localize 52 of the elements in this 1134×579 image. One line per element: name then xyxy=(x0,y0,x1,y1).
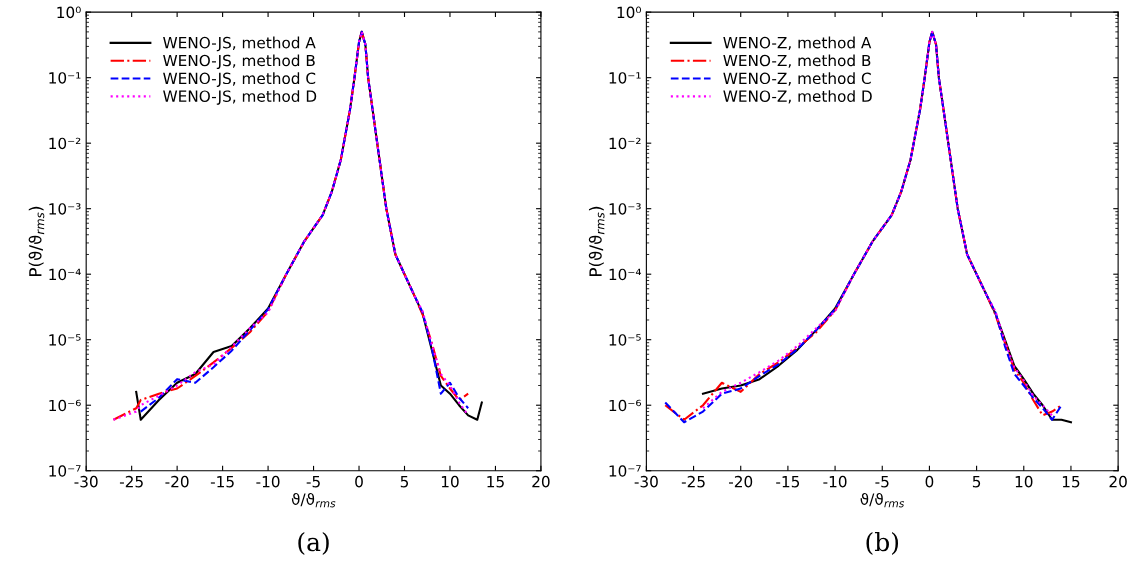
y-tick-label: 10⁻³ xyxy=(609,203,641,215)
y-tick-label: 10⁻¹ xyxy=(609,72,641,84)
x-tick-label: 15 xyxy=(1062,476,1080,488)
text: (a) xyxy=(298,532,329,555)
y-tick-label: 10⁻⁵ xyxy=(609,334,641,346)
y-tick-label: 10⁻⁷ xyxy=(609,465,641,477)
y-axis-title: P(ϑ/ϑ$_{rms}$) xyxy=(28,206,45,276)
y-tick-label: 10⁻⁷ xyxy=(49,465,81,477)
y-tick-label: 10⁻⁶ xyxy=(609,399,642,412)
legend-label: WENO-Z, method C xyxy=(723,72,871,86)
x-tick-label: 20 xyxy=(532,475,550,488)
x-tick-label: 5 xyxy=(400,476,409,488)
legend-label: WENO-JS, method C xyxy=(163,72,316,87)
x-tick-label: -20 xyxy=(165,475,189,488)
text: (b) xyxy=(866,532,899,555)
y-tick-label: 10⁻² xyxy=(609,137,641,150)
y-tick-label: 10⁻¹ xyxy=(49,72,81,84)
x-tick-label: 15 xyxy=(487,476,504,488)
legend-label: WENO-JS, method A xyxy=(163,36,316,52)
y-tick-label: 10⁻³ xyxy=(49,203,81,215)
x-tick-label: -10 xyxy=(256,475,280,488)
x-tick-label: -25 xyxy=(681,475,705,488)
x-tick-label: -15 xyxy=(210,476,234,488)
x-tick-label: 20 xyxy=(1109,475,1127,488)
x-axis-title: ϑ/ϑ$_{rms}$ xyxy=(860,493,905,508)
legend-label: WENO-JS, method D xyxy=(163,90,317,105)
y-tick-label: 10⁰ xyxy=(617,6,641,19)
x-tick-label: -15 xyxy=(776,476,800,488)
x-axis-title: ϑ/ϑ$_{rms}$ xyxy=(291,493,336,508)
x-tick-label: 0 xyxy=(925,475,934,488)
x-tick-label: 5 xyxy=(972,476,981,488)
y-axis-title: P(ϑ/ϑ$_{rms}$) xyxy=(588,206,605,276)
x-tick-label: -20 xyxy=(729,475,753,488)
y-tick-label: 10⁰ xyxy=(57,6,81,19)
y-tick-label: 10⁻⁶ xyxy=(49,399,81,412)
legend-label: WENO-Z, method D xyxy=(723,90,872,104)
x-tick-label: -25 xyxy=(119,475,143,488)
x-tick-label: -30 xyxy=(74,475,98,488)
x-tick-label: -5 xyxy=(875,476,889,488)
y-tick-label: 10⁻⁴ xyxy=(49,268,81,281)
y-tick-label: 10⁻² xyxy=(49,137,81,150)
legend-label: WENO-JS, method B xyxy=(163,54,315,70)
x-tick-label: -30 xyxy=(634,475,658,488)
x-tick-label: -10 xyxy=(823,475,847,488)
y-tick-label: 10⁻⁴ xyxy=(609,268,642,281)
legend-label: WENO-Z, method B xyxy=(723,54,871,68)
legend-label: WENO-Z, method A xyxy=(723,36,872,50)
x-tick-label: 10 xyxy=(441,475,459,488)
x-tick-label: 10 xyxy=(1015,475,1033,488)
y-tick-label: 10⁻⁵ xyxy=(49,334,81,346)
x-tick-label: 0 xyxy=(355,475,363,488)
x-tick-label: -5 xyxy=(306,476,320,488)
